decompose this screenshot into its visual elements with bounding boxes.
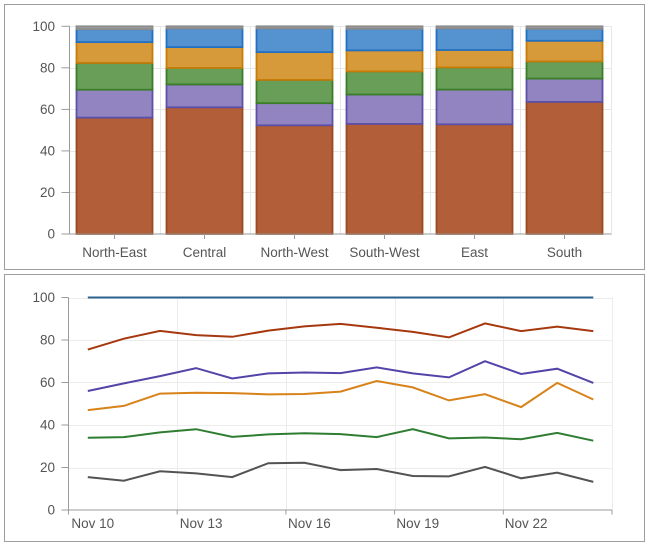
svg-text:20: 20 (40, 460, 55, 475)
svg-text:0: 0 (47, 503, 55, 518)
svg-text:Nov 13: Nov 13 (180, 516, 223, 531)
svg-text:Nov 22: Nov 22 (505, 516, 548, 531)
svg-text:40: 40 (40, 143, 55, 158)
svg-text:South: South (547, 245, 582, 260)
svg-text:60: 60 (40, 375, 55, 390)
svg-text:20: 20 (40, 185, 55, 200)
svg-text:100: 100 (32, 290, 55, 305)
svg-text:North-East: North-East (82, 245, 147, 260)
svg-text:North-West: North-West (260, 245, 328, 260)
svg-text:40: 40 (40, 418, 55, 433)
svg-text:Nov 19: Nov 19 (396, 516, 439, 531)
svg-text:East: East (461, 245, 488, 260)
svg-text:80: 80 (40, 60, 55, 75)
svg-text:Central: Central (183, 245, 227, 260)
svg-text:Nov 10: Nov 10 (71, 516, 114, 531)
svg-text:100: 100 (32, 19, 55, 34)
svg-text:South-West: South-West (349, 245, 420, 260)
svg-text:0: 0 (47, 227, 55, 242)
svg-text:Nov 16: Nov 16 (288, 516, 331, 531)
svg-text:60: 60 (40, 102, 55, 117)
svg-text:80: 80 (40, 333, 55, 348)
